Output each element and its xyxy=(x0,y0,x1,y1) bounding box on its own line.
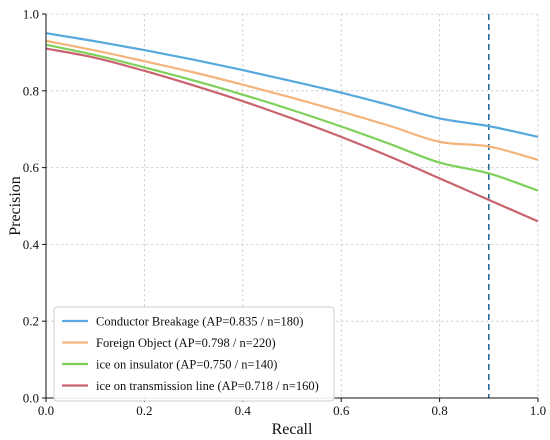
y-tick-label: 1.0 xyxy=(23,7,39,22)
legend: Conductor Breakage (AP=0.835 / n=180) For… xyxy=(53,306,335,402)
x-tick-label: 1.0 xyxy=(530,403,546,418)
y-tick-label: 0.0 xyxy=(23,391,39,406)
series-layer xyxy=(45,32,539,223)
legend-label-2: ice on insulator (AP=0.750 / n=140) xyxy=(96,358,277,372)
y-tick-label: 0.2 xyxy=(23,314,39,329)
legend-label-3: ice on transmission line (AP=0.718 / n=1… xyxy=(96,379,319,393)
legend-box xyxy=(53,306,335,402)
x-tick-label: 0.0 xyxy=(38,403,54,418)
y-axis-label: Precision xyxy=(7,176,24,236)
y-tick-label: 0.6 xyxy=(23,160,40,175)
x-axis-label: Recall xyxy=(272,421,313,438)
tick-labels: 0.0 0.2 0.4 0.6 0.8 1.0 0.0 0.2 0.4 0.6 0.8 1.0 xyxy=(23,7,546,419)
x-tick-label: 0.6 xyxy=(333,403,350,418)
legend-label-1: Foreign Object (AP=0.798 / n=220) xyxy=(96,336,276,350)
x-tick-label: 0.8 xyxy=(431,403,447,418)
y-tick-label: 0.4 xyxy=(23,237,40,252)
series-line-3 xyxy=(45,47,539,223)
series-line-0 xyxy=(45,32,539,138)
series-line-2 xyxy=(45,43,539,192)
legend-label-0: Conductor Breakage (AP=0.835 / n=180) xyxy=(96,315,303,329)
x-tick-label: 0.4 xyxy=(235,403,252,418)
x-tick-label: 0.2 xyxy=(136,403,152,418)
y-tick-label: 0.8 xyxy=(23,83,39,98)
series-line-1 xyxy=(45,39,539,161)
